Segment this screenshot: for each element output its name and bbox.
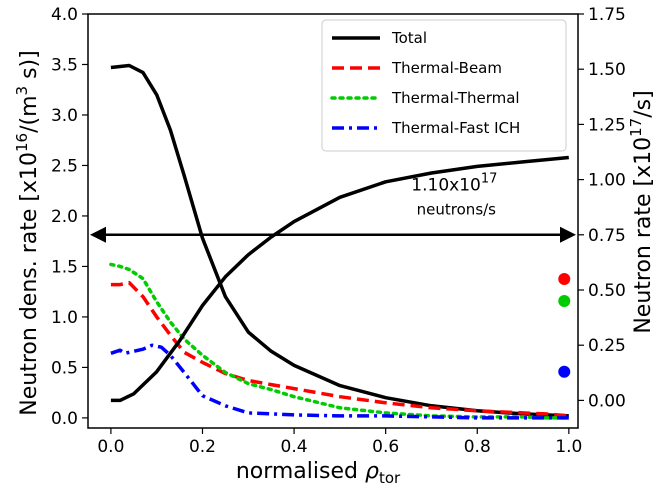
- y-left-tick-label: 3.5: [51, 55, 78, 75]
- y-right-tick-label: 0.00: [588, 391, 626, 411]
- y-right-title-main: Neutron rate [x10: [631, 137, 656, 334]
- y-left-title-sup: 16: [13, 133, 31, 152]
- y-left-tick-label: 1.5: [51, 257, 78, 277]
- y-right-tick-label: 0.50: [588, 281, 626, 301]
- y-left-title-main: Neutron dens. rate [x10: [17, 152, 42, 416]
- y-left-title-mid: /(m: [17, 95, 42, 132]
- legend-box: [321, 19, 567, 152]
- y-right-title-sup: 17: [627, 118, 645, 137]
- total-rate-exponent: 17: [481, 172, 498, 187]
- x-tick-label: 0.6: [372, 437, 399, 457]
- y-left-tick-label: 4.0: [51, 5, 78, 25]
- y-right-tick-label: 1.00: [588, 171, 626, 191]
- y-left-axis-ticks: 0.0 0.5 1.0 1.5 2.0 2.5 3.0 3.5 4.0: [51, 5, 88, 429]
- x-axis-title: normalised ρtor: [236, 459, 401, 487]
- x-axis-title-rho: ρ: [365, 459, 379, 484]
- y-left-tick-label: 3.0: [51, 106, 78, 126]
- x-axis-ticks: 0.0 0.2 0.4 0.6 0.8 1.0: [97, 428, 582, 457]
- marker-thermal-fast-ich: [558, 365, 571, 378]
- y-right-tick-label: 0.75: [588, 226, 626, 246]
- total-rate-value: 1.10x10: [411, 176, 481, 196]
- x-tick-label: 1.0: [555, 437, 582, 457]
- legend: Total Thermal-Beam Thermal-Thermal Thermal-…: [321, 19, 567, 152]
- total-rate-arrow-right-head: [560, 226, 576, 243]
- y-left-tick-label: 2.5: [51, 156, 78, 176]
- y-left-title-sup2: 3: [13, 86, 31, 96]
- total-rate-annotation: 1.10x1017: [411, 172, 497, 196]
- x-axis-title-sub: tor: [379, 469, 401, 487]
- axes: [87, 13, 579, 429]
- legend-label-thermal-fast-ich: Thermal-Fast ICH: [391, 119, 520, 137]
- y-left-tick-label: 2.0: [51, 207, 78, 227]
- y-right-tick-label: 1.75: [588, 5, 626, 25]
- plot-area: [90, 63, 576, 420]
- x-tick-label: 0.4: [281, 437, 308, 457]
- series-line-thermal-thermal: [109, 262, 571, 420]
- y-right-tick-label: 1.25: [588, 115, 626, 135]
- x-tick-label: 0.2: [189, 437, 216, 457]
- x-tick-label: 0.0: [97, 437, 124, 457]
- series-line-total: [110, 63, 569, 418]
- legend-label-thermal-beam: Thermal-Beam: [391, 59, 502, 77]
- y-right-title-end: /s]: [631, 90, 656, 117]
- series-line-cumulative-neutron-rate: [110, 155, 569, 403]
- series-line-thermal-beam: [110, 280, 569, 418]
- marker-thermal-thermal: [558, 295, 571, 308]
- y-left-tick-label: 0.5: [51, 358, 78, 378]
- y-left-tick-label: 0.0: [51, 409, 78, 429]
- y-right-tick-label: 1.50: [588, 60, 626, 80]
- legend-label-thermal-thermal: Thermal-Thermal: [391, 89, 520, 107]
- legend-label-total: Total: [391, 29, 427, 47]
- total-rate-unit: neutrons/s: [417, 201, 497, 219]
- x-tick-label: 0.8: [464, 437, 491, 457]
- y-right-axis-title: Neutron rate [x1017/s]: [627, 90, 656, 333]
- y-right-tick-label: 0.25: [588, 336, 626, 356]
- marker-thermal-beam: [558, 272, 571, 285]
- series-line-thermal-fast-ich: [110, 343, 569, 420]
- total-rate-arrow-left-head: [90, 226, 106, 243]
- y-left-title-end: s)]: [17, 50, 42, 86]
- y-left-tick-label: 1.0: [51, 308, 78, 328]
- axes-frame: [87, 13, 579, 429]
- y-right-axis-ticks: 0.00 0.25 0.50 0.75 1.00 1.25 1.50 1.75: [578, 5, 626, 411]
- x-axis-title-main: normalised: [236, 459, 365, 484]
- y-left-axis-title: Neutron dens. rate [x1016/(m3 s)]: [13, 50, 42, 415]
